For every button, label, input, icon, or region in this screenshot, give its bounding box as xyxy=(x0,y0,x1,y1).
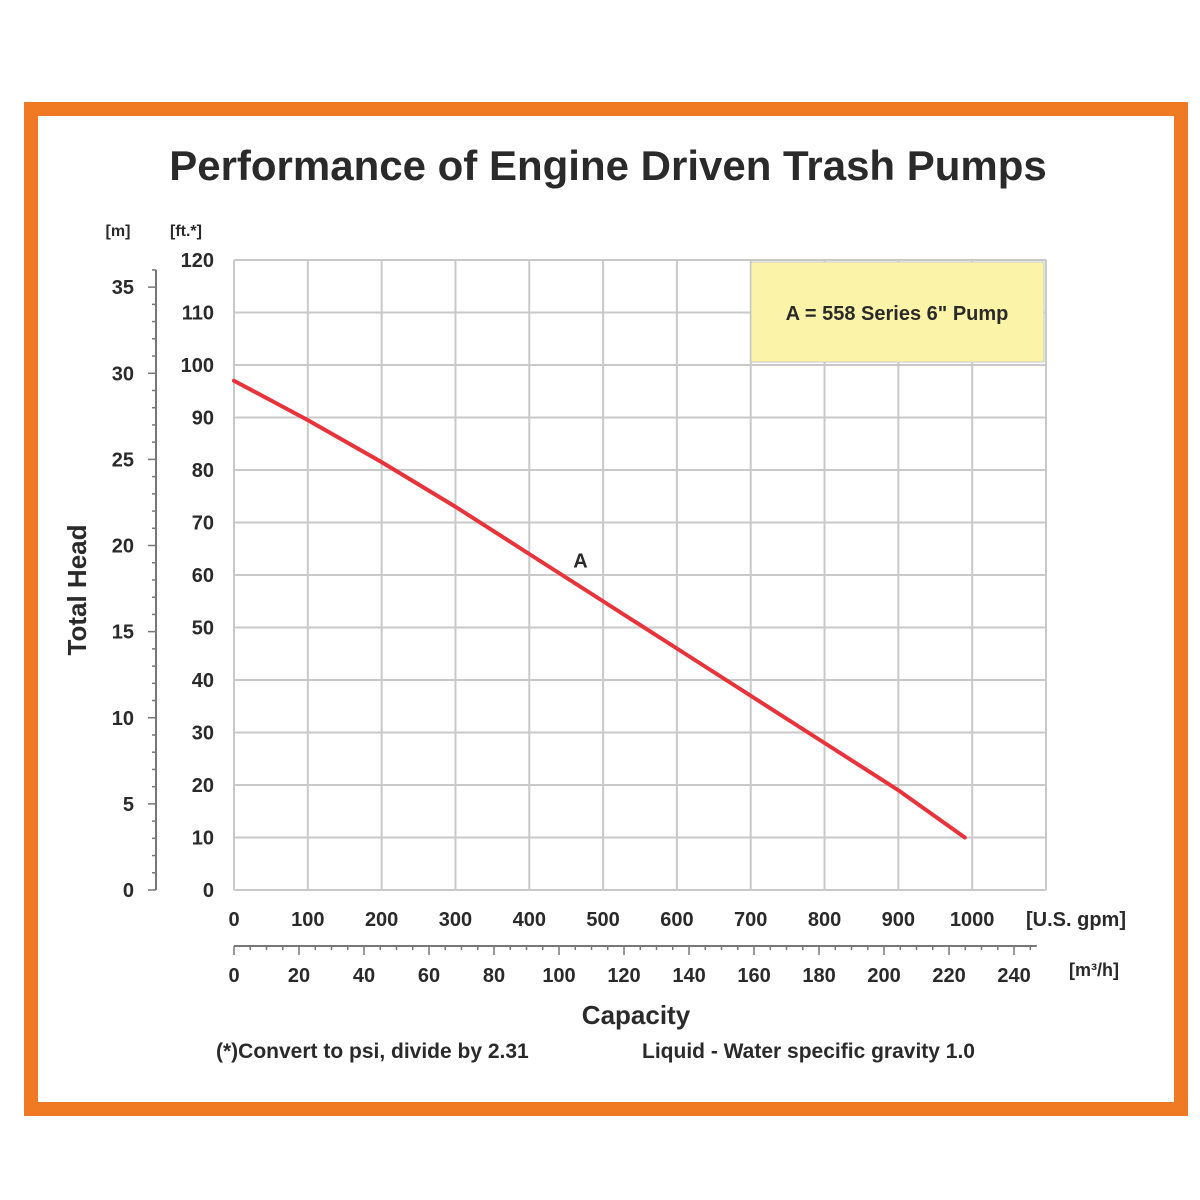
x2-tick-label: 20 xyxy=(288,965,310,987)
x-tick-labels-gpm: 0 100 200 300 400 500 600 700 800 900 1000 xyxy=(228,909,994,931)
y-tick-labels-ft: 0 10 20 30 40 50 60 70 80 90 100 110 120 xyxy=(181,250,214,902)
x-tick-label: 0 xyxy=(228,909,239,931)
x-unit-secondary: [m³/h] xyxy=(1069,960,1119,980)
legend-text: A = 558 Series 6" Pump xyxy=(786,303,1009,325)
y2-tick-label: 20 xyxy=(112,536,134,558)
x2-tick-label: 100 xyxy=(542,965,575,987)
series-label-A: A xyxy=(573,550,587,572)
y-tick-label: 60 xyxy=(192,565,214,587)
x2-tick-label: 240 xyxy=(997,965,1030,987)
legend: A = 558 Series 6" Pump xyxy=(750,261,1045,363)
y-unit-primary: [ft.*] xyxy=(170,223,202,240)
y-unit-secondary: [m] xyxy=(106,223,131,240)
legend-box xyxy=(750,261,1045,363)
y-tick-label: 70 xyxy=(192,513,214,535)
y2-tick-label: 10 xyxy=(112,708,134,730)
y-tick-labels-m: 0 5 10 15 20 25 30 35 xyxy=(112,277,134,902)
x-tick-label: 1000 xyxy=(950,909,995,931)
y-tick-label: 0 xyxy=(203,880,214,902)
x2-tick-label: 60 xyxy=(418,965,440,987)
y2-tick-label: 5 xyxy=(123,794,134,816)
x-tick-label: 900 xyxy=(882,909,915,931)
y-axis-label: Total Head xyxy=(62,525,92,656)
y-tick-label: 120 xyxy=(181,250,214,272)
x-unit-primary: [U.S. gpm] xyxy=(1026,909,1126,931)
y-tick-label: 80 xyxy=(192,460,214,482)
x2-tick-label: 120 xyxy=(607,965,640,987)
x2-tick-label: 220 xyxy=(932,965,965,987)
x2-tick-label: 200 xyxy=(867,965,900,987)
series-labels: A xyxy=(573,550,587,572)
x-tick-label: 100 xyxy=(291,909,324,931)
chart-title: Performance of Engine Driven Trash Pumps xyxy=(169,142,1047,189)
x-tick-label: 800 xyxy=(808,909,841,931)
x2-tick-label: 180 xyxy=(802,965,835,987)
x2-tick-label: 160 xyxy=(737,965,770,987)
footnote-liquid: Liquid - Water specific gravity 1.0 xyxy=(642,1040,975,1063)
x-tick-label: 200 xyxy=(365,909,398,931)
y-tick-label: 100 xyxy=(181,355,214,377)
x-tick-label: 700 xyxy=(734,909,767,931)
x-tick-label: 500 xyxy=(586,909,619,931)
x2-tick-label: 80 xyxy=(483,965,505,987)
x2-tick-label: 0 xyxy=(228,965,239,987)
footnote-conversion: (*)Convert to psi, divide by 2.31 xyxy=(216,1040,529,1063)
series-curves xyxy=(232,378,967,840)
y-axis-meters xyxy=(148,269,157,891)
x2-tick-label: 40 xyxy=(353,965,375,987)
y-tick-label: 40 xyxy=(192,670,214,692)
x-tick-labels-m3h: 0 20 40 60 80 100 120 140 160 180 200 220 240 xyxy=(228,965,1030,987)
y2-tick-label: 35 xyxy=(112,277,134,299)
x-tick-label: 600 xyxy=(660,909,693,931)
y2-tick-label: 25 xyxy=(112,449,134,471)
y-tick-label: 90 xyxy=(192,408,214,430)
y-tick-label: 110 xyxy=(182,303,214,325)
series-line-A xyxy=(232,378,967,840)
x-axis-m3h xyxy=(233,945,1037,955)
x2-tick-label: 140 xyxy=(672,965,705,987)
y2-tick-label: 15 xyxy=(112,622,134,644)
y-tick-label: 50 xyxy=(192,618,214,640)
y-tick-label: 30 xyxy=(192,723,214,745)
y-tick-label: 20 xyxy=(192,775,214,797)
x-tick-label: 400 xyxy=(513,909,546,931)
x-axis-label: Capacity xyxy=(582,1000,691,1030)
x-tick-label: 300 xyxy=(439,909,472,931)
y2-tick-label: 30 xyxy=(112,363,134,385)
grid-lines xyxy=(233,259,1047,891)
y-tick-label: 10 xyxy=(192,828,214,850)
y2-tick-label: 0 xyxy=(123,880,134,902)
